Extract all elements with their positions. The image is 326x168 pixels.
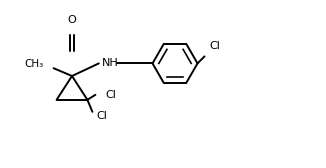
Text: Cl: Cl (105, 90, 116, 100)
Text: NH: NH (101, 58, 118, 68)
Text: O: O (67, 15, 76, 25)
Text: Cl: Cl (210, 41, 220, 51)
Text: Cl: Cl (96, 111, 107, 121)
Text: CH₃: CH₃ (24, 59, 44, 69)
